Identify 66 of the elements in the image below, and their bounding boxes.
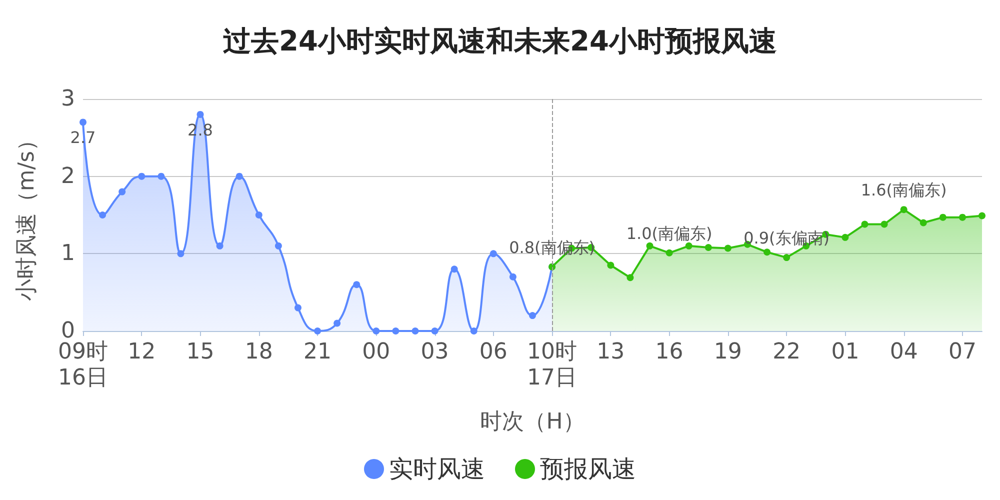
x-tick-label: 07 [948,340,976,364]
point [216,242,224,250]
point [196,110,204,118]
point [783,254,790,262]
point [685,242,692,250]
point [978,212,986,220]
point [294,304,302,312]
x-tick-label: 01 [831,340,860,364]
data-label: 1.6(南偏东) [860,180,947,200]
point [724,244,732,252]
x-tick-label: 03 [420,340,449,364]
point [431,328,438,334]
point [314,328,322,334]
x-tick-label: 15 [186,340,214,364]
x-tick-label: 19 [714,340,742,364]
y-axis-title: 小时风速（m/s） [14,128,40,302]
point [920,219,927,226]
point [958,214,966,221]
point [470,328,478,334]
y-tick-label: 1 [61,241,75,266]
point [392,328,400,334]
x-tick-label: 16 [655,340,684,364]
point [764,248,771,256]
point [939,214,946,221]
point [177,250,184,258]
point [274,242,282,250]
x-tick-label: 22 [772,340,801,364]
point [880,220,888,228]
point [704,244,712,251]
x-tick-label: 13 [596,340,625,364]
x-tick-label: 10时 17日 [527,340,578,390]
chart-title: 过去24小时实时风速和未来24小时预报风速 [222,24,777,58]
point [412,328,419,334]
point [118,188,126,196]
point [646,242,654,250]
point [861,220,868,228]
point [450,266,458,273]
point [900,206,908,214]
point [372,328,380,334]
point [529,312,536,320]
point [99,212,106,218]
point [842,234,849,241]
point [353,281,360,288]
point [138,172,146,180]
x-tick-label: 04 [890,340,918,364]
x-axis-title: 时次（H） [480,410,585,434]
point [626,274,634,282]
x-tick-label: 06 [479,340,508,364]
point [607,262,614,269]
legend-label: 预报风速 [540,455,636,483]
data-label: 1.0(南偏东) [626,224,712,243]
point [158,172,165,180]
point [509,273,516,280]
y-tick-label: 3 [61,86,75,112]
point [334,320,341,327]
point [666,249,673,256]
point [80,118,86,126]
x-tick-label: 12 [128,340,156,364]
x-tick-label: 21 [304,340,332,364]
point [255,212,262,218]
y-tick-label: 2 [61,164,75,189]
point [236,172,243,180]
x-tick-label: 00 [362,340,390,364]
x-tick-label: 18 [244,340,273,364]
point [490,250,497,258]
legend-label: 实时风速 [389,455,485,483]
